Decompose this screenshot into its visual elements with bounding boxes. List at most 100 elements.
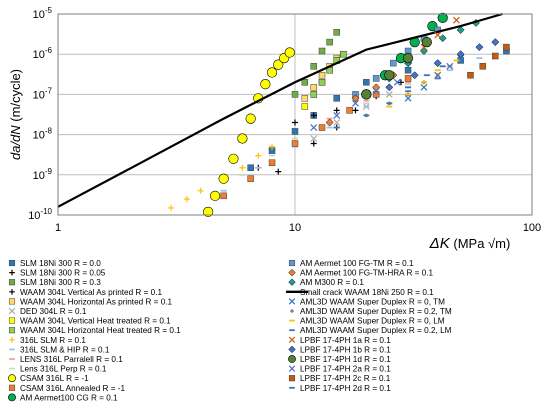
series-5 xyxy=(310,78,412,142)
legend-symbol xyxy=(8,307,16,315)
legend-item: AML3D WAAM Super Duplex R = 0, LM xyxy=(289,317,445,326)
data-point xyxy=(273,59,284,70)
legend-symbol xyxy=(9,337,15,343)
data-point xyxy=(346,107,353,114)
series-28 xyxy=(405,57,464,89)
y-tick-label: 10-9 xyxy=(33,167,53,182)
legend-label: LPBF 17-4PH 2c R = 0.1 xyxy=(300,374,391,383)
data-points xyxy=(57,12,510,217)
data-point xyxy=(239,173,246,176)
legend-item: Small crack WAAM 18Ni 250 R = 0.1 xyxy=(286,288,434,297)
legend-symbol xyxy=(9,358,15,360)
legend-symbol xyxy=(8,298,16,305)
data-point xyxy=(220,192,227,200)
legend-label: CSAM 316L R = -1 xyxy=(20,374,89,383)
legend-label: WAAM 304L Horizontal Heat treated R = 0.… xyxy=(20,326,181,335)
legend-symbol xyxy=(9,289,15,295)
y-tick-label: 10-5 xyxy=(33,6,53,21)
legend-item: LPBF 17-4PH 1d R = 0.1 xyxy=(288,355,391,364)
data-point xyxy=(333,95,340,102)
data-point xyxy=(372,83,381,92)
data-point xyxy=(197,187,204,194)
legend-label: WAAM 304L Vertical As printed R = 0.1 xyxy=(20,288,163,297)
data-point xyxy=(372,91,380,98)
legend-item: LPBF 17-4PH 1a R = 0.1 xyxy=(288,336,391,345)
legend-label: AML3D WAAM Super Duplex R = 0, TM xyxy=(300,297,445,306)
data-point xyxy=(433,59,442,68)
data-point xyxy=(351,94,360,103)
legend-item: LENS 316L Parralell R = 0.1 xyxy=(9,355,123,364)
legend-symbol xyxy=(9,269,15,276)
legend-symbol xyxy=(289,319,295,322)
data-point xyxy=(420,83,428,91)
legend-label: AM Aermet100 CG R = 0.1 xyxy=(20,393,118,402)
data-point xyxy=(318,79,326,86)
tick-labels: 1 10 100 10-10 10-9 10-8 10-7 10-6 10-5 xyxy=(28,6,541,234)
data-point xyxy=(333,126,340,129)
data-point xyxy=(385,90,393,98)
series-9 xyxy=(220,57,483,192)
series-25 xyxy=(361,36,432,100)
legend-item: LPBF 17-4PH 2a R = 0.1 xyxy=(288,365,391,374)
legend-item: WAAM 304L Horizontal Heat treated R = 0.… xyxy=(8,326,181,335)
data-point xyxy=(404,94,412,102)
plot-area-frame xyxy=(57,13,533,216)
legend-symbol xyxy=(288,365,296,372)
data-point xyxy=(326,38,333,46)
series-18 xyxy=(57,12,503,208)
data-point xyxy=(340,50,347,58)
data-point xyxy=(292,119,298,126)
data-point xyxy=(363,79,370,86)
data-point xyxy=(209,190,221,201)
data-point xyxy=(434,31,442,39)
y-tick-label: 10-7 xyxy=(33,86,53,101)
legend-symbol xyxy=(9,367,15,370)
legend-symbol xyxy=(8,279,16,286)
data-point xyxy=(318,124,326,131)
series-22 xyxy=(333,77,441,129)
legend-symbol xyxy=(288,355,296,363)
legend-label: 316L SLM & HIP R = 0.1 xyxy=(20,345,110,354)
data-point xyxy=(352,107,359,114)
legend-item: AML3D WAAM Super Duplex R = 0.2, TM xyxy=(290,307,452,316)
series-10 xyxy=(239,65,453,176)
legend-item: 316L SLM R = 0.1 xyxy=(9,336,86,345)
legend-label: WAAM 304L Horizontal As printed R = 0.1 xyxy=(20,297,173,306)
legend-symbol xyxy=(8,317,16,324)
data-point xyxy=(318,71,326,79)
data-point xyxy=(310,135,318,142)
legend-item: AM Aermet100 CG R = 0.1 xyxy=(8,393,118,402)
data-point xyxy=(397,79,404,86)
data-point xyxy=(435,73,440,78)
data-point xyxy=(333,29,340,36)
data-point xyxy=(247,164,254,171)
data-point xyxy=(423,74,430,77)
data-point xyxy=(503,43,510,51)
legend-item: WAAM 304L Horizontal As printed R = 0.1 xyxy=(8,297,173,306)
data-point xyxy=(245,113,256,124)
legend-item: SLM 18Ni 300 R = 0.3 xyxy=(8,278,101,287)
legend-symbol xyxy=(288,375,296,382)
data-point xyxy=(437,12,448,23)
legend-item: AM M300 R = 0.1 xyxy=(288,278,364,287)
data-point xyxy=(220,189,227,192)
legend-symbol xyxy=(288,298,296,305)
data-point xyxy=(326,126,333,129)
data-point xyxy=(479,63,487,70)
y-tick-label: 10-6 xyxy=(33,46,53,61)
data-point xyxy=(475,43,484,52)
legend-symbol xyxy=(290,309,294,313)
legend-label: DED 304L R = 0.1 xyxy=(20,307,87,316)
data-point xyxy=(284,47,295,58)
data-point xyxy=(275,168,282,175)
series-21 xyxy=(386,59,460,108)
legend-label: LPBF 17-4PH 1a R = 0.1 xyxy=(300,336,391,345)
data-point xyxy=(310,124,318,131)
data-point xyxy=(255,152,262,159)
data-point xyxy=(457,57,464,59)
legend-label: LPBF 17-4PH 1d R = 0.1 xyxy=(300,355,391,364)
data-point xyxy=(269,154,276,157)
legend-item: AML3D WAAM Super Duplex R = 0, TM xyxy=(288,297,445,306)
data-point xyxy=(405,90,412,93)
